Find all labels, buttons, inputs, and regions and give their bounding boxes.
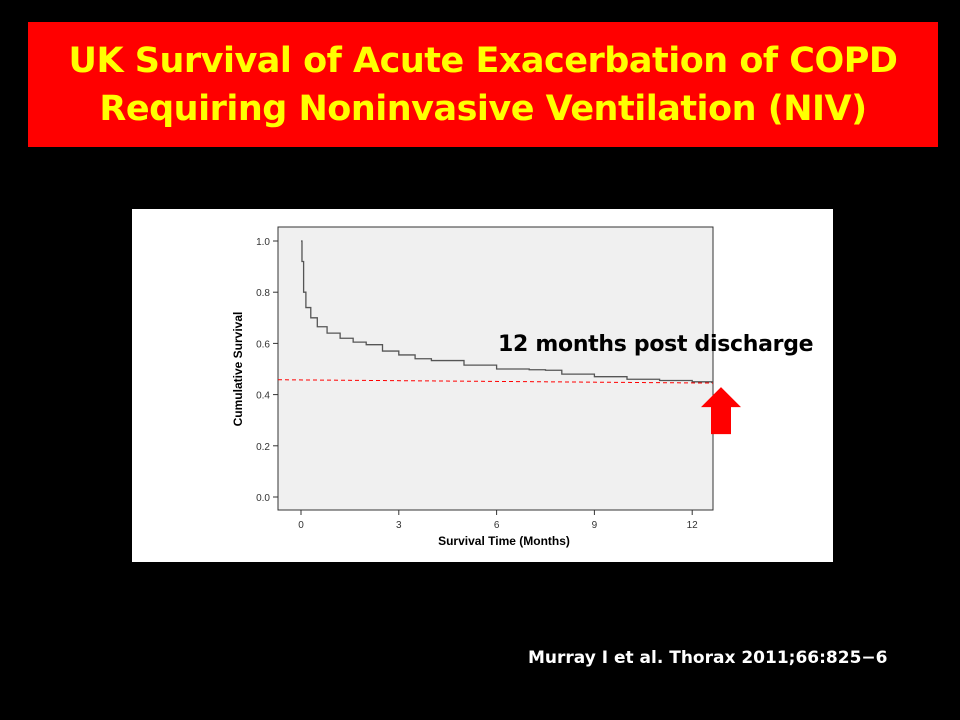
y-tick-label: 0.6: [256, 339, 270, 350]
survival-curve: [301, 240, 713, 384]
chart-svg: 0.0 0.2 0.4 0.6 0.8 1.0 0 3 6 9 12 Survival Time …: [231, 226, 741, 548]
y-tick-label: 0.0: [256, 493, 270, 504]
reference-dashed-line: [277, 379, 714, 384]
red-up-arrow-icon: [701, 387, 741, 435]
x-tick-label: 6: [494, 520, 500, 531]
citation: Murray I et al. Thorax 2011;66:825−6: [528, 648, 888, 668]
slide-title-line-1: UK Survival of Acute Exacerbation of COP…: [68, 40, 898, 81]
x-tick-label: 3: [396, 520, 402, 531]
y-tick-label: 0.4: [256, 391, 270, 402]
x-tick-label: 12: [687, 520, 699, 531]
annotation-12-months: 12 months post discharge: [498, 332, 814, 357]
x-tick-label: 9: [592, 520, 598, 531]
slide-title-line-2: Requiring Noninvasive Ventilation (NIV): [99, 88, 867, 129]
y-axis-label: Cumulative Survival: [231, 312, 245, 427]
x-axis-label: Survival Time (Months): [438, 534, 570, 548]
survival-chart: 0.0 0.2 0.4 0.6 0.8 1.0 0 3 6 9 12 Survival Time …: [132, 209, 833, 562]
y-tick-label: 0.8: [256, 288, 270, 299]
x-tick-label: 0: [298, 520, 304, 531]
y-tick-label: 1.0: [256, 237, 270, 248]
y-tick-label: 0.2: [256, 442, 270, 453]
plot-area: [277, 226, 714, 511]
slide-title-banner: UK Survival of Acute Exacerbation of COP…: [28, 22, 938, 147]
